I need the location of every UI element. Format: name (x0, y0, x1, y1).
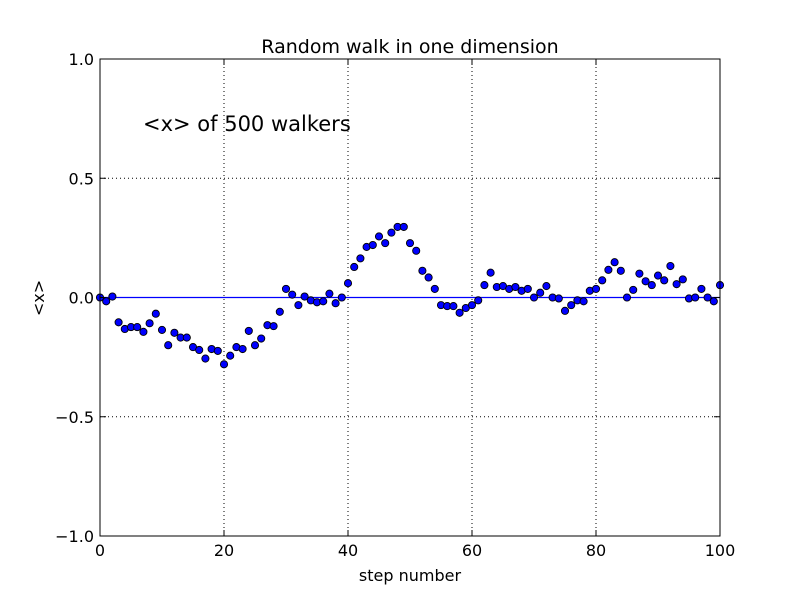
data-point (579, 297, 588, 306)
data-point (474, 296, 483, 305)
data-point (350, 262, 359, 272)
data-point (114, 318, 123, 327)
data-point (405, 239, 415, 248)
data-point (536, 288, 545, 297)
data-point (139, 327, 148, 336)
data-point (467, 301, 477, 310)
x-tick-label: 60 (462, 541, 482, 560)
data-point (678, 275, 687, 284)
data-point (374, 232, 384, 241)
data-point (288, 290, 297, 299)
y-tick-label: 0.0 (69, 289, 94, 308)
data-point (275, 307, 284, 316)
data-point (157, 325, 167, 334)
data-point (591, 284, 601, 293)
data-point (399, 222, 408, 231)
chart-title: Random walk in one dimension (261, 36, 558, 58)
x-tick-label: 80 (586, 541, 606, 560)
data-point (480, 281, 489, 290)
data-point (281, 284, 291, 293)
y-tick-label: −1.0 (55, 527, 94, 546)
data-point (610, 258, 619, 267)
data-point (709, 297, 718, 306)
data-point (195, 345, 204, 355)
y-tick-label: 1.0 (69, 50, 94, 69)
data-point (170, 328, 179, 337)
x-axis-label: step number (359, 566, 462, 585)
x-tick-label: 20 (214, 541, 234, 560)
data-point (567, 301, 576, 310)
data-point (387, 228, 396, 237)
y-tick-label: 0.5 (69, 169, 94, 188)
data-point (300, 292, 309, 301)
x-tick-label: 100 (705, 541, 736, 560)
y-axis-label: <x> (29, 280, 48, 316)
data-point (486, 268, 495, 277)
data-point (629, 285, 638, 294)
data-point (238, 344, 247, 354)
axis-ticks: 0 20 40 60 80 100 −1.0 −0.5 0.0 0.5 1.0 (55, 50, 735, 560)
data-point (164, 341, 173, 350)
data-point (102, 297, 111, 306)
data-point (660, 276, 669, 285)
data-point (244, 326, 253, 335)
data-point (622, 293, 632, 302)
data-point (616, 266, 625, 275)
data-point (226, 351, 235, 360)
data-point (257, 334, 266, 343)
data-point (449, 302, 458, 311)
data-point (430, 284, 439, 293)
data-point (343, 279, 353, 288)
data-point (672, 280, 681, 289)
data-point (182, 333, 191, 342)
data-point (368, 240, 377, 250)
data-point (529, 293, 539, 302)
data-points (95, 222, 725, 369)
data-point (523, 284, 532, 293)
data-point (418, 266, 427, 275)
data-point (337, 293, 346, 302)
data-point (381, 239, 390, 248)
data-point (412, 246, 421, 255)
data-point (697, 284, 706, 293)
x-tick-label: 40 (338, 541, 358, 560)
data-point (424, 273, 433, 282)
x-tick-label: 0 (95, 541, 105, 560)
data-point (455, 308, 464, 317)
data-point (542, 282, 551, 291)
data-point (269, 322, 278, 331)
data-point (145, 319, 154, 328)
data-point (201, 354, 210, 363)
data-point (294, 301, 303, 310)
data-point (653, 271, 663, 280)
data-point (554, 294, 563, 303)
data-point (319, 297, 328, 306)
data-point (151, 309, 160, 318)
data-point (691, 293, 700, 302)
data-point (108, 292, 117, 301)
data-point (635, 269, 644, 278)
data-point (356, 254, 365, 263)
data-point (250, 341, 260, 350)
y-tick-label: −0.5 (55, 408, 94, 427)
data-point (641, 277, 650, 286)
data-point (133, 323, 142, 332)
data-point (703, 293, 712, 302)
data-point (325, 289, 334, 298)
chart-annotation: <x> of 500 walkers (143, 112, 351, 136)
data-point (647, 281, 656, 290)
data-point (598, 276, 607, 285)
data-point (666, 261, 675, 271)
data-point (604, 265, 613, 274)
data-point (213, 346, 222, 355)
data-point (511, 282, 520, 292)
data-point (560, 306, 570, 315)
data-point (331, 299, 340, 308)
data-point (219, 360, 229, 369)
